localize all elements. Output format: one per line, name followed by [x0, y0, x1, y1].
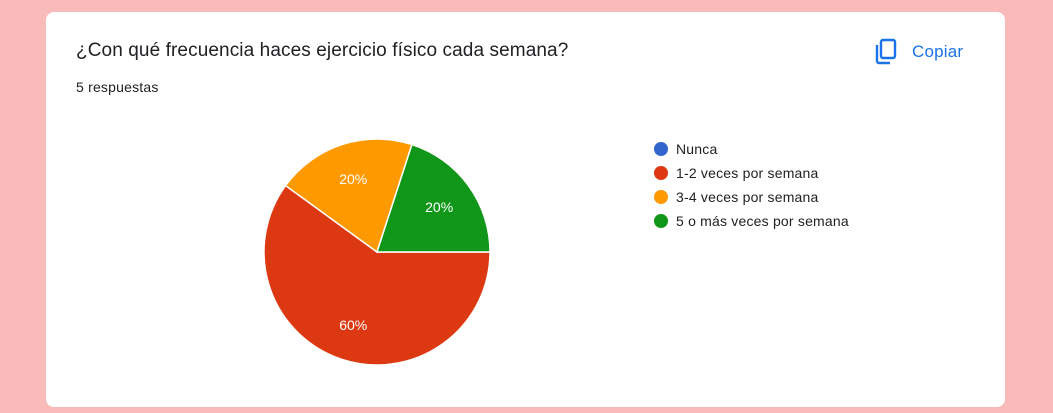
pie-slice[interactable]	[375, 143, 491, 253]
pie-slice[interactable]	[284, 138, 413, 254]
pie-slice[interactable]	[263, 184, 491, 366]
legend-swatch	[654, 190, 668, 204]
copy-icon	[874, 38, 898, 66]
legend-label: Nunca	[676, 141, 718, 157]
legend-swatch	[654, 142, 668, 156]
legend-label: 5 o más veces por semana	[676, 213, 849, 229]
legend-swatch	[654, 214, 668, 228]
chart-legend: Nunca 1-2 veces por semana 3-4 veces por…	[654, 137, 849, 233]
legend-item[interactable]: 1-2 veces por semana	[654, 161, 849, 185]
legend-item[interactable]: 3-4 veces por semana	[654, 185, 849, 209]
copy-button-label: Copiar	[912, 42, 964, 61]
pie-chart: 60% 20% 20%	[263, 138, 491, 366]
response-count: 5 respuestas	[76, 79, 159, 95]
slice-label: 60%	[339, 317, 367, 333]
legend-label: 1-2 veces por semana	[676, 165, 819, 181]
legend-label: 3-4 veces por semana	[676, 189, 819, 205]
legend-item[interactable]: Nunca	[654, 137, 849, 161]
slice-label: 20%	[425, 199, 453, 215]
response-card: ¿Con qué frecuencia haces ejercicio físi…	[46, 12, 1005, 407]
legend-swatch	[654, 166, 668, 180]
legend-item[interactable]: 5 o más veces por semana	[654, 209, 849, 233]
slice-label: 20%	[339, 171, 367, 187]
question-title: ¿Con qué frecuencia haces ejercicio físi…	[76, 40, 569, 61]
copy-button[interactable]: Copiar	[874, 36, 963, 68]
